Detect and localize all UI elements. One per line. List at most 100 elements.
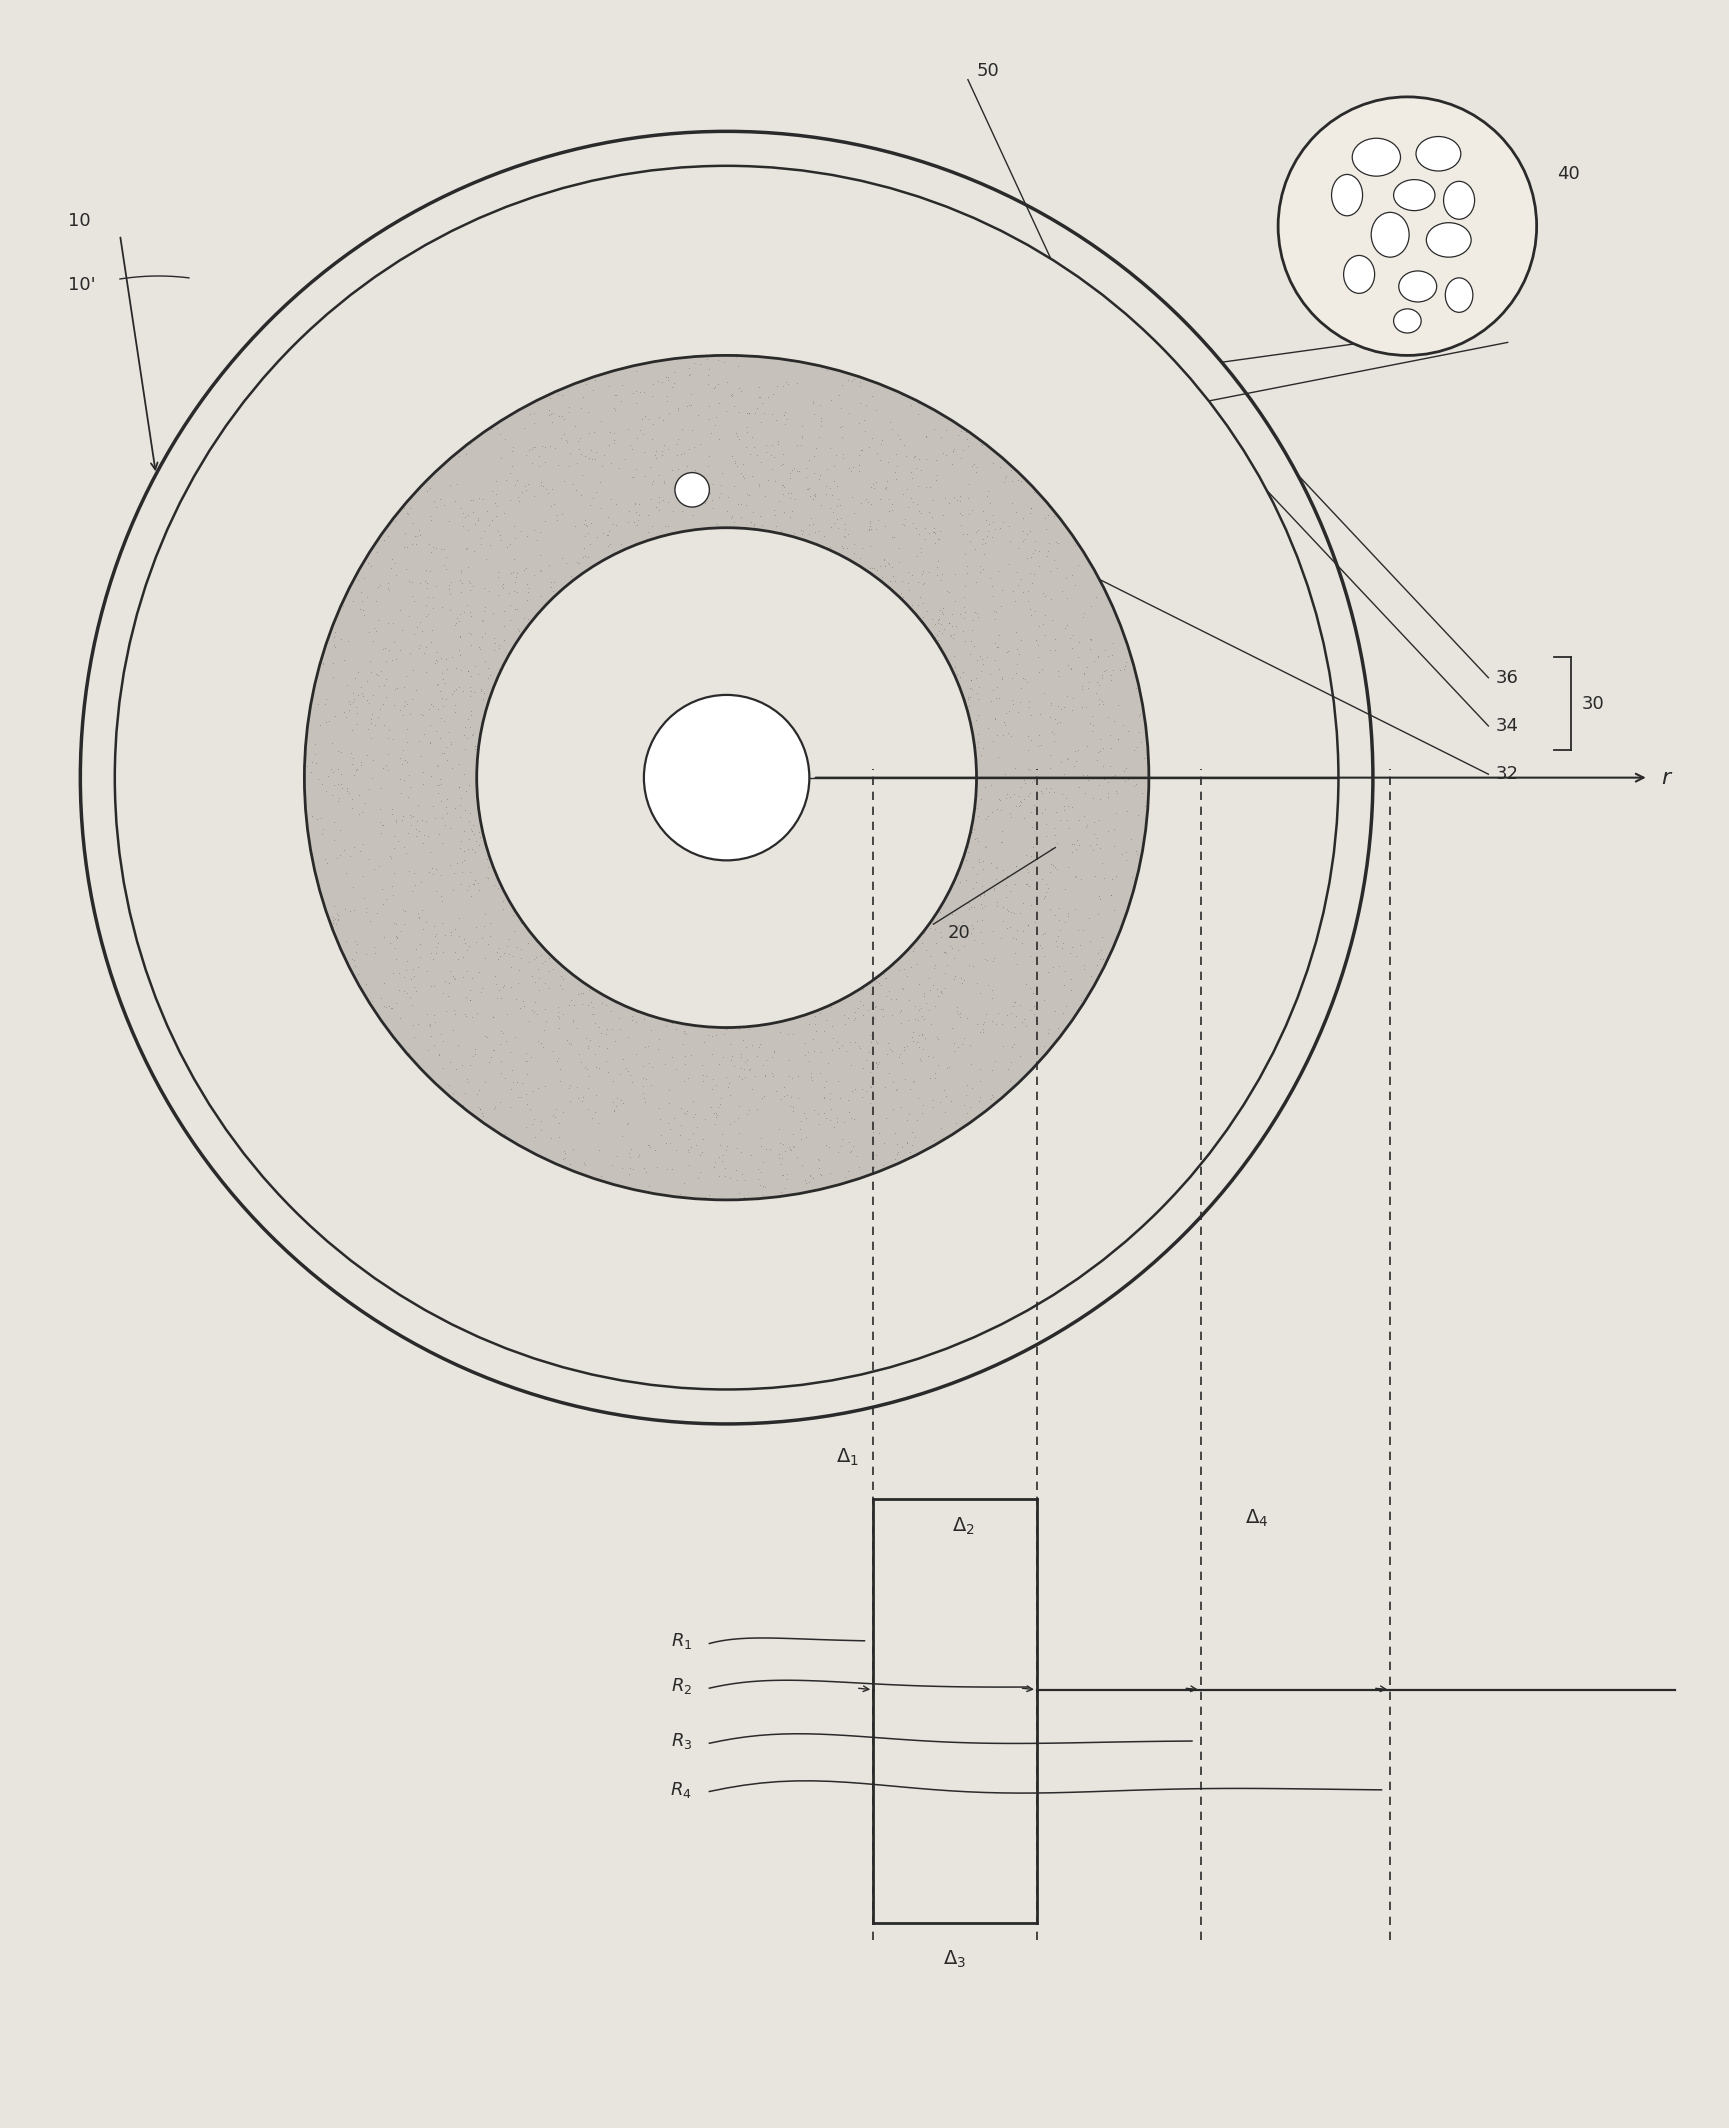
Point (925, 1049, 953, 1083)
Point (624, 502, 652, 536)
Point (716, 1028, 743, 1062)
Point (939, 621, 967, 655)
Point (415, 1034, 443, 1068)
Point (801, 455, 828, 489)
Point (1044, 653, 1072, 687)
Point (548, 377, 576, 411)
Point (944, 990, 972, 1024)
Point (541, 1092, 569, 1126)
Point (552, 1136, 579, 1170)
Point (584, 1132, 612, 1166)
Point (825, 483, 852, 517)
Point (417, 726, 444, 760)
Point (982, 851, 1010, 885)
Point (942, 658, 970, 692)
Point (728, 1158, 756, 1192)
Point (470, 677, 498, 711)
Point (375, 713, 403, 747)
Point (396, 800, 424, 834)
Point (526, 515, 553, 549)
Point (662, 1132, 690, 1166)
Point (911, 521, 939, 555)
Point (913, 932, 941, 966)
Point (989, 572, 1017, 606)
Point (555, 394, 583, 428)
Point (1053, 802, 1081, 836)
Point (460, 866, 488, 900)
Point (775, 1130, 802, 1164)
Point (769, 1158, 797, 1192)
Point (823, 1100, 851, 1134)
Point (396, 492, 424, 526)
Point (1088, 847, 1115, 881)
Point (1034, 489, 1062, 523)
Point (1051, 953, 1079, 987)
Point (546, 960, 574, 994)
Point (576, 1060, 603, 1094)
Point (927, 564, 954, 598)
Point (960, 630, 987, 664)
Point (762, 368, 790, 402)
Point (1011, 662, 1039, 696)
Point (1006, 787, 1034, 821)
Point (1015, 909, 1043, 943)
Point (631, 1085, 659, 1119)
Point (629, 1077, 657, 1111)
Point (942, 609, 970, 643)
Point (455, 930, 482, 964)
Point (863, 1138, 890, 1173)
Point (916, 938, 944, 972)
Point (479, 632, 507, 666)
Point (660, 366, 688, 400)
Point (462, 649, 489, 683)
Point (956, 681, 984, 715)
Point (728, 1051, 756, 1085)
Point (515, 575, 543, 609)
Point (811, 519, 839, 553)
Point (595, 530, 622, 564)
Point (394, 687, 422, 721)
Point (730, 447, 757, 481)
Point (363, 570, 391, 604)
Point (823, 1104, 851, 1138)
Point (405, 815, 432, 849)
Point (626, 413, 654, 447)
Point (431, 549, 458, 583)
Point (534, 475, 562, 509)
Point (1011, 966, 1039, 1000)
Point (1003, 913, 1030, 947)
Point (489, 883, 517, 917)
Point (654, 485, 681, 519)
Point (1053, 581, 1081, 615)
Point (408, 738, 436, 772)
Point (960, 849, 987, 883)
Point (1013, 732, 1041, 766)
Point (1131, 741, 1158, 775)
Point (991, 709, 1018, 743)
Point (1098, 879, 1126, 913)
Point (335, 685, 363, 719)
Point (935, 606, 963, 641)
Point (470, 898, 498, 932)
Point (761, 440, 788, 475)
Point (636, 481, 664, 515)
Point (462, 1032, 489, 1066)
Point (922, 926, 949, 960)
Point (595, 368, 622, 402)
Point (446, 653, 474, 687)
Point (353, 892, 380, 926)
Point (1112, 834, 1139, 868)
Point (586, 1030, 614, 1064)
Point (396, 853, 424, 887)
Point (941, 1034, 968, 1068)
Point (339, 685, 367, 719)
Point (420, 1028, 448, 1062)
Point (417, 834, 444, 868)
Point (602, 487, 629, 521)
Point (536, 430, 564, 464)
Point (1020, 762, 1048, 796)
Point (1006, 685, 1034, 719)
Point (1025, 696, 1053, 730)
Point (923, 1019, 951, 1053)
Point (392, 660, 420, 694)
